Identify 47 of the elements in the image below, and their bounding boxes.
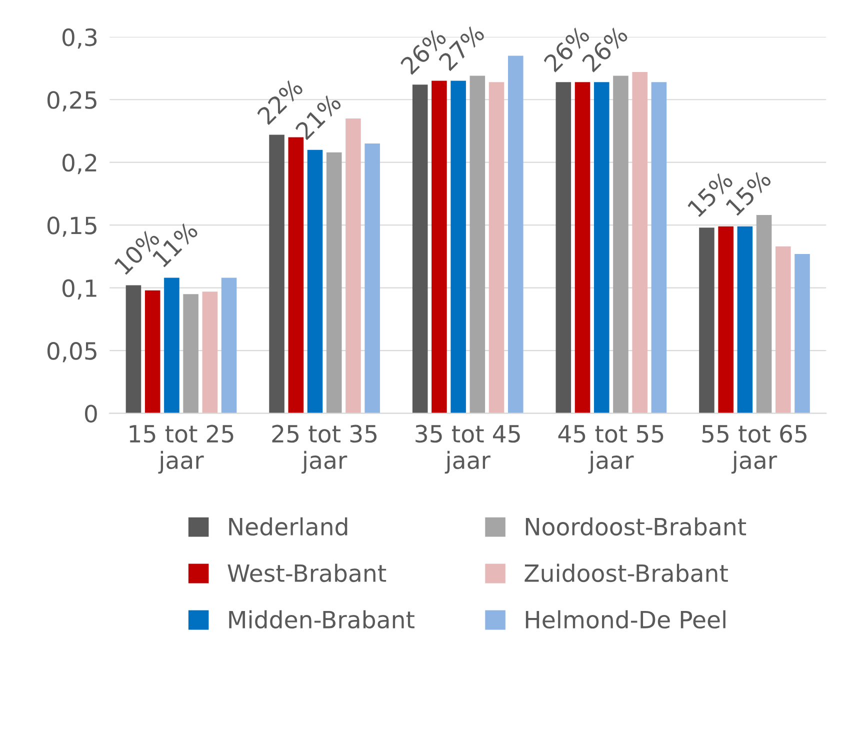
- bar: [699, 228, 714, 414]
- bar: [144, 290, 160, 414]
- y-tick-label: 0: [85, 404, 97, 423]
- bar: [613, 76, 628, 414]
- bar: [450, 80, 466, 414]
- bar: [594, 82, 610, 414]
- bar: [737, 226, 753, 414]
- y-tick-label: 0,2: [62, 154, 96, 174]
- bar: [651, 82, 667, 414]
- legend-label: Helmond-De Peel: [526, 610, 726, 629]
- legend-label: West-Brabant: [228, 564, 386, 582]
- bar: [574, 82, 590, 414]
- bar: [756, 215, 772, 414]
- bar: [202, 292, 218, 414]
- y-tick-label: 0,15: [47, 216, 96, 237]
- bar: [556, 82, 572, 414]
- bar: [221, 278, 237, 414]
- bar: [432, 80, 447, 414]
- legend-label: Midden-Brabant: [229, 610, 414, 629]
- x-tick-label: 45 tot 55 jaar: [558, 425, 664, 474]
- y-tick-label: 0,25: [47, 91, 96, 112]
- bar: [364, 144, 380, 414]
- bar: [269, 134, 284, 414]
- x-tick-label: 25 tot 35 jaar: [272, 424, 377, 474]
- bar: [307, 150, 323, 414]
- bar: [164, 278, 180, 414]
- bar: [488, 82, 504, 414]
- bar: [776, 246, 791, 414]
- bar: [126, 285, 142, 414]
- y-tick-label: 0,1: [62, 279, 96, 300]
- x-tick-label: 35 tot 45 jaar: [416, 424, 520, 474]
- bar: [412, 84, 428, 414]
- bar: [326, 152, 342, 414]
- bar: [508, 56, 524, 414]
- bar: [183, 294, 198, 414]
- legend-label: Zuidoost-Brabant: [524, 564, 728, 582]
- bar: [346, 118, 361, 414]
- bar: [794, 254, 810, 414]
- bar: [718, 226, 734, 414]
- bar: [632, 72, 648, 414]
- y-tick-label: 0,05: [47, 342, 96, 362]
- legend-label: Nederland: [229, 517, 348, 536]
- bar: [470, 76, 486, 414]
- y-tick-label: 0,3: [62, 28, 97, 49]
- legend-label: Noordoost-Brabant: [526, 517, 746, 536]
- x-tick-label: 15 tot 25 jaar: [130, 424, 234, 474]
- x-tick-label: 55 tot 65 jaar: [702, 424, 806, 474]
